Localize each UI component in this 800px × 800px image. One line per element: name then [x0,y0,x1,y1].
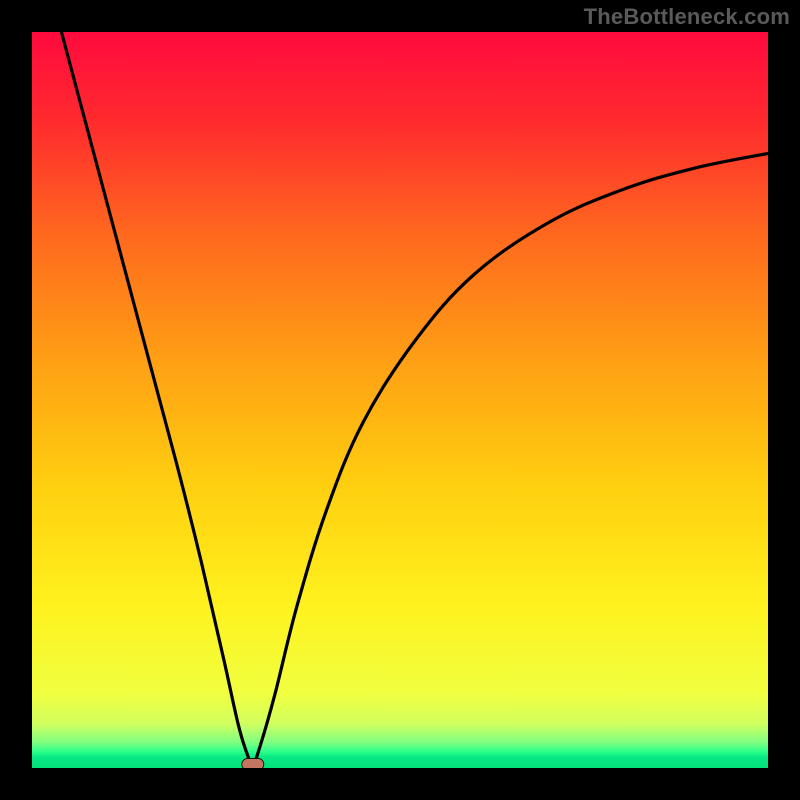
plot-background [32,32,768,768]
chart-container: TheBottleneck.com [0,0,800,800]
bottleneck-chart [0,0,800,800]
